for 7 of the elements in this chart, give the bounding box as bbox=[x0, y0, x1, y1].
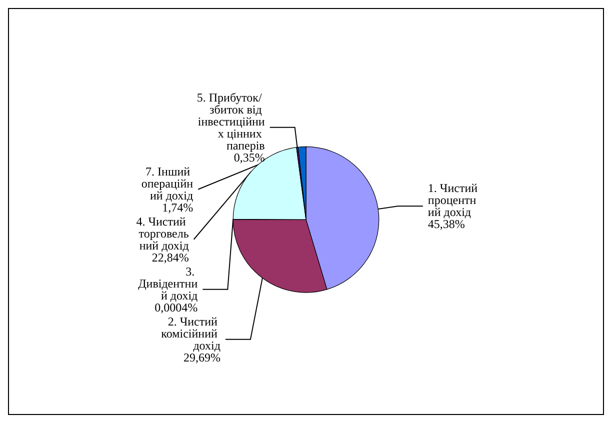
slice-label: 2. Чистий комісійний дохід bbox=[161, 314, 220, 352]
slice-label: 4. Чистий торговельний дохід bbox=[136, 214, 190, 252]
slice-label: 1. Чистий процентний дохід bbox=[428, 181, 481, 220]
slice-label: 5. Прибуток/ збиток від інвестиційних цінних паперів bbox=[196, 90, 266, 152]
data-label: 45,38% bbox=[428, 217, 465, 232]
slice-label: 7. Інший операційний дохід bbox=[141, 164, 194, 202]
slice-label: 3. Дивідентний дохід bbox=[138, 264, 198, 302]
